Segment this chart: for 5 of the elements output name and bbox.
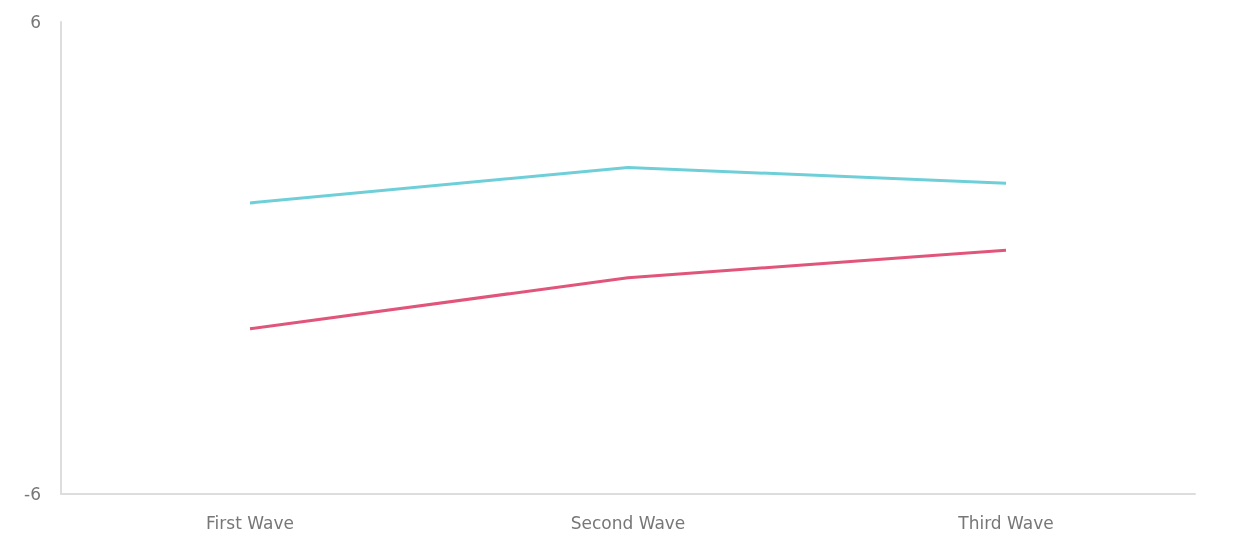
y-tick-label: 6 [30, 12, 41, 32]
x-tick-label: First Wave [206, 512, 294, 533]
x-tick-label: Second Wave [570, 512, 686, 533]
y-tick-label: -6 [24, 484, 41, 504]
x-tick-label: Third Wave [957, 512, 1054, 533]
